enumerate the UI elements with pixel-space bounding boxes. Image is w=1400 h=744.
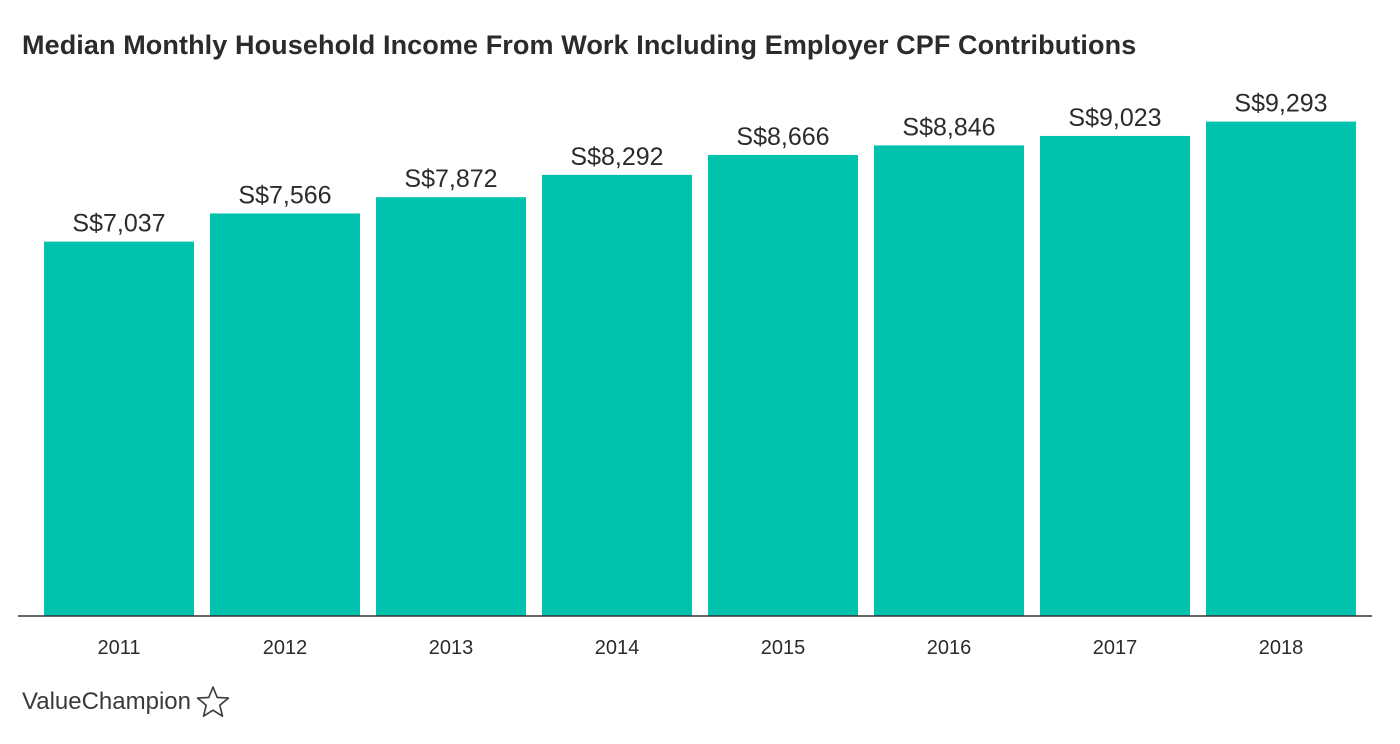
x-tick-label-2015: 2015: [761, 637, 806, 659]
chart-title: Median Monthly Household Income From Wor…: [22, 30, 1137, 60]
x-tick-label-2018: 2018: [1259, 637, 1304, 659]
x-tick-label-2017: 2017: [1093, 637, 1138, 659]
data-label-2017: S$9,023: [1068, 104, 1161, 132]
x-tick-label-2011: 2011: [97, 637, 140, 659]
bar-2011: [44, 241, 194, 616]
data-label-2012: S$7,566: [238, 181, 331, 209]
bar-2013: [376, 197, 526, 616]
data-label-2018: S$9,293: [1234, 90, 1327, 118]
bar-2014: [542, 174, 692, 617]
x-tick-label-2014: 2014: [595, 637, 640, 659]
x-tick-label-2016: 2016: [927, 637, 972, 659]
bar-2018: [1206, 121, 1356, 616]
x-tick-labels-layer: 2011 2012 2013 2014 2015 2016 2017 2018: [97, 637, 1303, 659]
bars-layer: [44, 121, 1356, 617]
star-outline-icon: [196, 686, 230, 718]
x-tick-label-2012: 2012: [263, 637, 308, 659]
bar-2017: [1040, 135, 1190, 616]
data-label-2015: S$8,666: [736, 123, 829, 151]
data-label-2013: S$7,872: [404, 165, 497, 193]
data-label-2011: S$7,037: [72, 210, 165, 238]
brand-logo: ValueChampion: [22, 682, 231, 722]
data-label-2016: S$8,846: [902, 113, 995, 141]
bar-2012: [210, 213, 360, 617]
bar-2015: [708, 154, 858, 616]
brand-name: ValueChampion: [22, 688, 191, 715]
data-label-2014: S$8,292: [570, 143, 663, 171]
x-tick-label-2013: 2013: [429, 637, 474, 659]
bar-2016: [874, 145, 1024, 616]
data-labels-layer: S$7,037 S$7,566 S$7,872 S$8,292 S$8,666 S$8,8…: [72, 90, 1327, 238]
